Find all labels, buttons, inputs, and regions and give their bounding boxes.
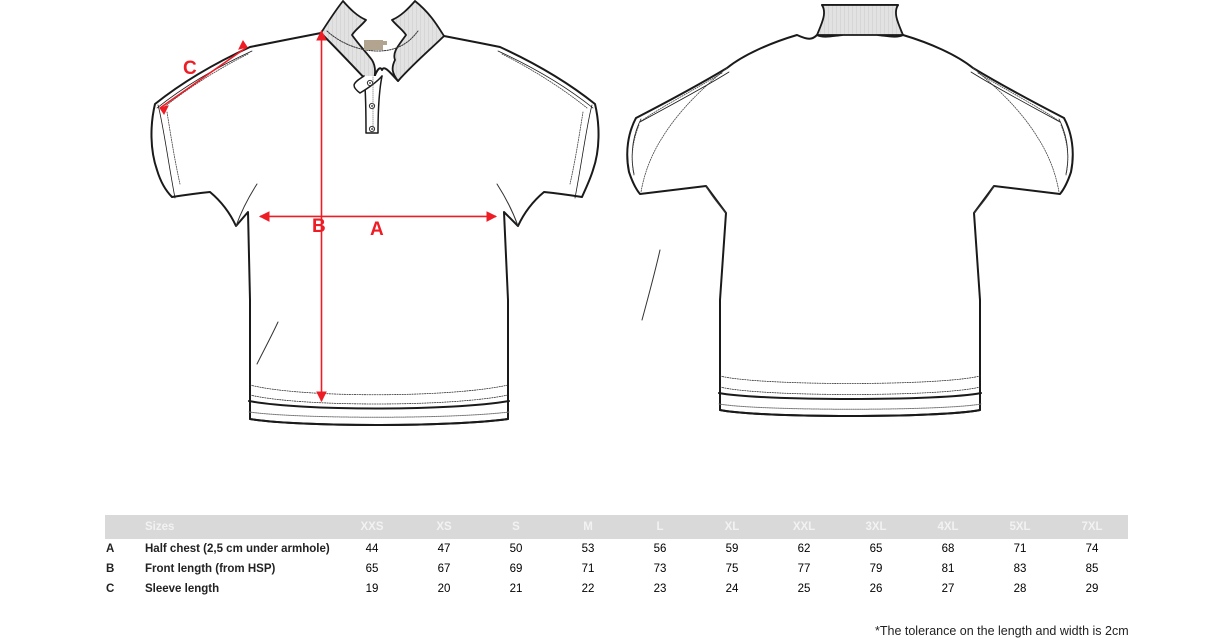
svg-text:A: A: [370, 219, 384, 240]
svg-text:C: C: [183, 58, 197, 79]
svg-text:B: B: [312, 216, 326, 237]
